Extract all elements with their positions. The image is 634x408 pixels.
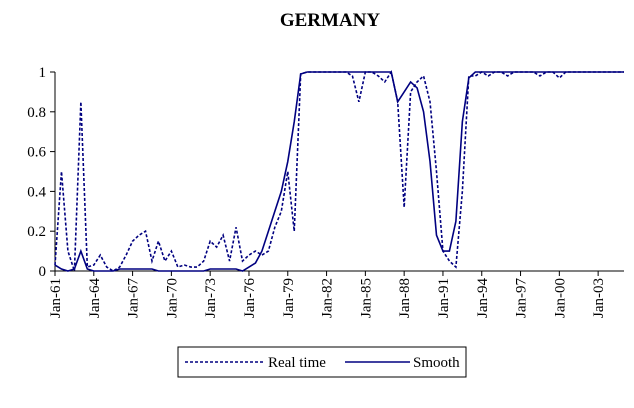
legend-label: Real time [268, 355, 326, 371]
y-tick-label: 0.8 [27, 105, 46, 121]
chart-title: GERMANY [280, 10, 381, 31]
x-tick-label: Jan-64 [87, 278, 103, 318]
x-tick-label: Jan-94 [475, 278, 491, 318]
legend-box [177, 346, 467, 378]
x-tick-label: Jan-88 [397, 278, 413, 318]
x-tick-label: Jan-91 [436, 278, 452, 318]
x-tick-label: Jan-61 [48, 278, 64, 318]
x-tick-label: Jan-97 [514, 278, 530, 318]
x-tick-label: Jan-79 [281, 278, 297, 318]
y-tick-label: 1 [39, 65, 47, 81]
y-tick-label: 0.6 [27, 145, 46, 161]
x-tick-label: Jan-03 [591, 278, 607, 318]
legend-label: Smooth [413, 355, 460, 371]
x-tick-label: Jan-70 [164, 278, 180, 318]
series-line [54, 71, 624, 272]
x-tick-label: Jan-82 [320, 278, 336, 318]
x-tick-label: Jan-76 [242, 278, 258, 318]
y-tick-label: 0.4 [27, 184, 46, 200]
x-tick-label: Jan-73 [203, 278, 219, 318]
y-tick-label: 0 [39, 264, 47, 280]
y-tick-label: 0.2 [27, 224, 46, 240]
x-tick-label: Jan-00 [552, 278, 568, 318]
series-line [54, 69, 624, 272]
x-tick-label: Jan-85 [358, 278, 374, 318]
x-tick-label: Jan-67 [126, 278, 142, 318]
